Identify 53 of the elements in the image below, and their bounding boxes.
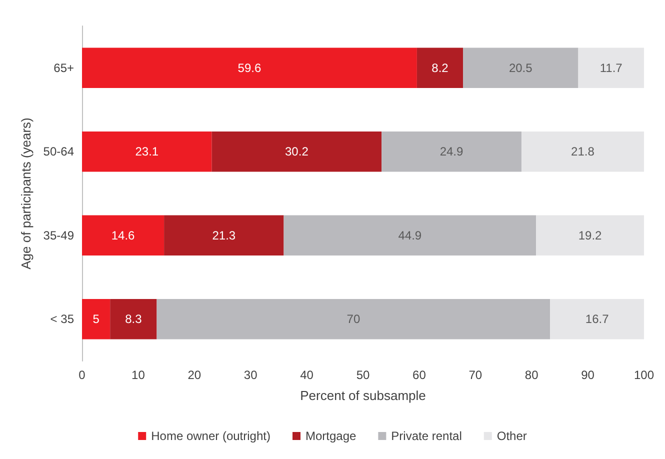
bar	[212, 132, 382, 172]
data-label: 16.7	[585, 312, 610, 326]
x-tick-label: 50	[356, 368, 370, 382]
data-label: 59.6	[238, 60, 262, 75]
data-label: 11.7	[600, 60, 623, 75]
x-tick-label: 40	[300, 368, 314, 382]
data-label: 21.8	[571, 144, 595, 159]
x-tick-label: 80	[524, 368, 539, 382]
bar	[550, 299, 644, 340]
x-tick-label: 0	[78, 368, 86, 382]
legend-label: Private rental	[391, 429, 462, 443]
bar	[82, 132, 212, 172]
bar	[82, 48, 417, 88]
data-label: 70	[346, 312, 360, 326]
legend-label: Other	[496, 429, 527, 443]
bar	[382, 132, 522, 172]
y-tick-label: 50-64	[43, 144, 74, 159]
legend-label: Mortgage	[305, 429, 357, 443]
bar	[110, 299, 157, 340]
y-tick-label: 35-49	[43, 228, 74, 242]
x-tick-label: 10	[132, 368, 146, 382]
x-axis-title: Percent of subsample	[300, 388, 426, 403]
x-tick-label: 70	[468, 368, 482, 382]
data-label: 19.2	[578, 228, 602, 242]
bar	[156, 299, 550, 340]
bar	[284, 215, 536, 256]
data-label: 30.2	[285, 144, 309, 159]
data-label: 24.9	[440, 144, 464, 159]
data-label: 21.3	[212, 228, 236, 242]
data-label: 23.1	[135, 144, 159, 159]
bar	[82, 215, 164, 256]
data-label: 44.9	[398, 228, 422, 242]
y-axis-title: Age of participants (years)	[18, 118, 34, 270]
data-label: 8.2	[432, 60, 449, 75]
data-label: 5	[92, 312, 100, 326]
y-tick-label: 65+	[54, 60, 74, 75]
bar	[521, 132, 644, 172]
x-tick-label: 30	[244, 368, 258, 382]
x-tick-label: 100	[634, 368, 654, 382]
bar	[164, 215, 284, 256]
data-label: 14.6	[111, 228, 136, 242]
x-tick-label: 90	[581, 368, 595, 382]
legend-label: Home owner (outright)	[151, 429, 270, 443]
bar	[463, 48, 578, 88]
bar	[82, 299, 110, 340]
data-label: 8.3	[125, 312, 142, 326]
x-tick-label: 20	[188, 368, 202, 382]
bar	[416, 48, 464, 88]
bar	[578, 48, 644, 88]
data-label: 20.5	[508, 60, 533, 75]
y-tick-label: < 35	[50, 312, 74, 326]
x-tick-label: 60	[412, 368, 426, 382]
bar	[536, 215, 644, 256]
